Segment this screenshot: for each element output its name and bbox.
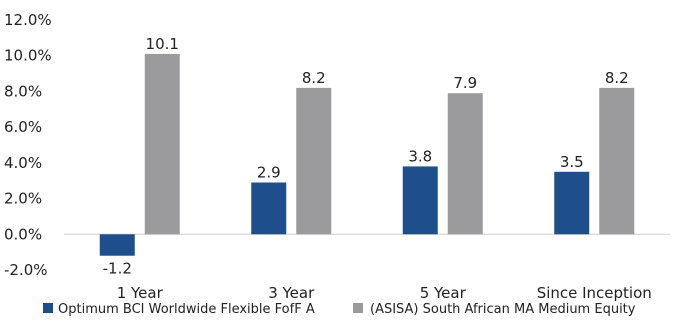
x-category-label: 5 Year xyxy=(420,284,467,302)
bar-asisa xyxy=(447,93,483,235)
x-category-label: 3 Year xyxy=(268,284,315,302)
legend-label-optimum: Optimum BCI Worldwide Flexible FofF A xyxy=(58,302,315,317)
bar-optimum xyxy=(554,171,590,235)
y-tick-label: 0.0% xyxy=(4,225,42,243)
y-tick-label: 10.0% xyxy=(4,47,52,65)
data-label-optimum: 3.5 xyxy=(560,153,584,171)
data-label-asisa: 8.2 xyxy=(605,69,629,87)
bar-optimum xyxy=(402,166,438,235)
y-tick-label: 4.0% xyxy=(4,154,42,172)
data-label-optimum: -1.2 xyxy=(103,260,132,278)
data-label-asisa: 8.2 xyxy=(302,69,326,87)
data-label-asisa: 7.9 xyxy=(453,74,477,92)
x-category-label: 1 Year xyxy=(117,284,164,302)
legend-swatch-asisa xyxy=(353,303,363,313)
y-tick-label: 12.0% xyxy=(4,11,52,29)
x-axis: 1 Year 3 Year 5 Year Since Inception xyxy=(117,284,652,302)
legend-swatch-optimum xyxy=(43,303,53,313)
y-tick-label: -2.0% xyxy=(4,261,48,279)
data-labels: -1.2 10.1 2.9 8.2 3.8 7.9 3.5 8.2 xyxy=(103,35,629,278)
bar-marks xyxy=(99,53,635,256)
legend-label-asisa: (ASISA) South African MA Medium Equity xyxy=(370,302,636,317)
bar-asisa xyxy=(599,87,635,235)
y-tick-label: 8.0% xyxy=(4,82,42,100)
y-tick-label: 2.0% xyxy=(4,190,42,208)
bar-asisa xyxy=(296,87,332,235)
x-category-label: Since Inception xyxy=(537,284,652,302)
bar-optimum xyxy=(251,182,287,235)
y-tick-label: 6.0% xyxy=(4,118,42,136)
data-label-optimum: 2.9 xyxy=(257,164,281,182)
bar-optimum xyxy=(99,234,135,256)
data-label-asisa: 10.1 xyxy=(146,35,179,53)
data-label-optimum: 3.8 xyxy=(408,147,432,165)
y-axis: 12.0% 10.0% 8.0% 6.0% 4.0% 2.0% 0.0% -2.0% xyxy=(4,11,52,279)
bar-asisa xyxy=(144,53,180,235)
legend: Optimum BCI Worldwide Flexible FofF A (A… xyxy=(43,302,636,317)
